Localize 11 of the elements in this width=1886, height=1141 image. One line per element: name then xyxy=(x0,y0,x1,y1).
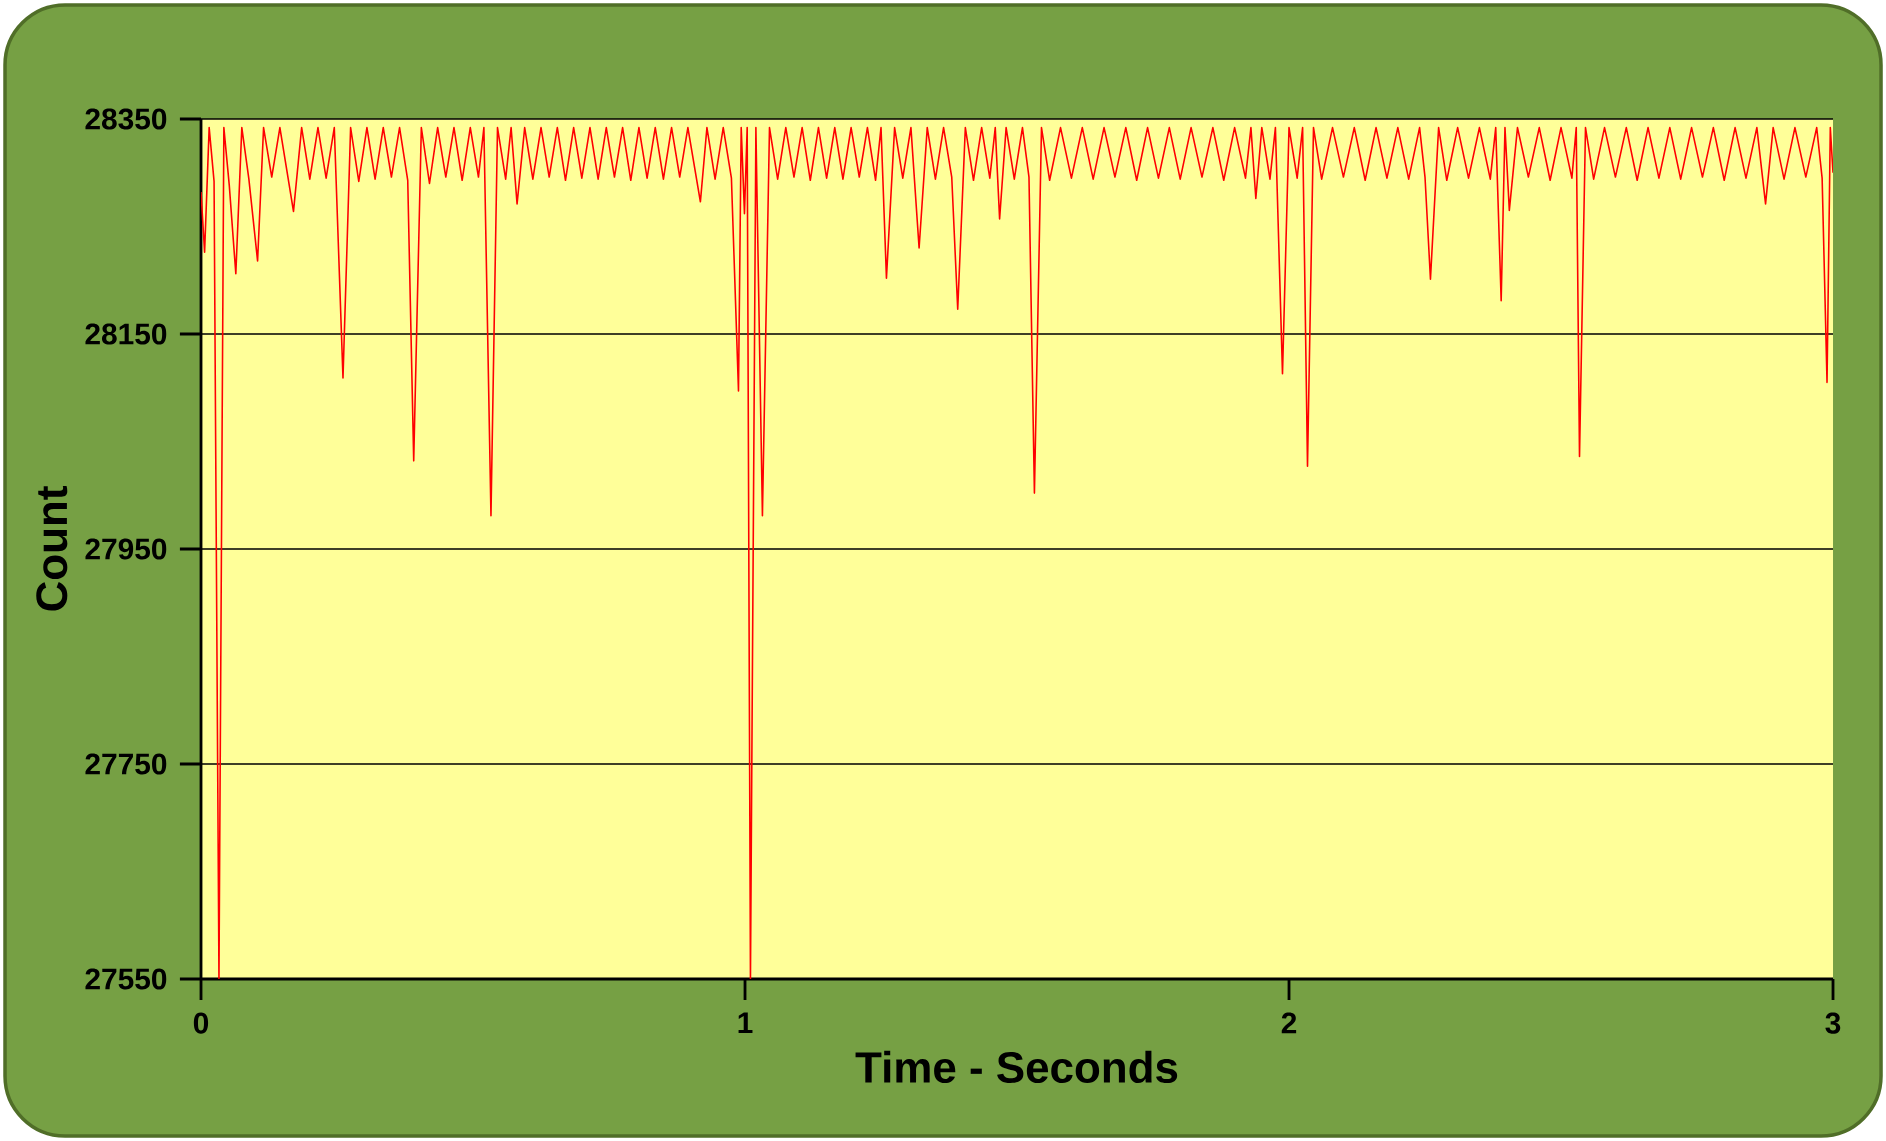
y-axis-title: Count xyxy=(36,486,68,611)
x-tick-label: 0 xyxy=(193,1012,209,1034)
y-tick-label: 27750 xyxy=(85,753,167,775)
x-tick-label: 1 xyxy=(738,1012,753,1034)
y-tick-label: 28150 xyxy=(85,323,167,345)
y-tick-label: 27950 xyxy=(85,538,167,560)
x-tick-label: 2 xyxy=(1281,1012,1297,1034)
y-tick-label: 27550 xyxy=(85,968,167,990)
x-tick-label: 3 xyxy=(1825,1012,1841,1034)
x-axis-title: Time - Seconds xyxy=(855,1050,1178,1084)
y-tick-label: 28350 xyxy=(85,108,167,130)
